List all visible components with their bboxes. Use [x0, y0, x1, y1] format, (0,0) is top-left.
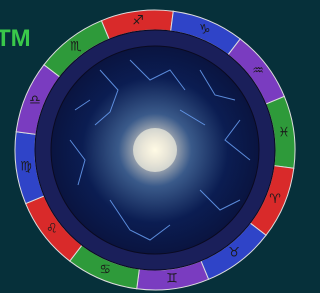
logo-text: TM	[0, 25, 31, 52]
zodiac-symbol: ♉	[228, 246, 240, 261]
zodiac-symbol: ♌	[46, 222, 58, 237]
zodiac-symbol: ♎	[29, 93, 41, 108]
zodiac-screen: TM ♐ ♑ ♒ ♓ ♈ ♉ ♊ ♋ ♌ ♍ ♎ ♏	[0, 0, 309, 293]
zodiac-symbol: ♊	[166, 271, 178, 286]
zodiac-symbol: ♒	[252, 63, 264, 78]
zodiac-symbol: ♋	[99, 263, 111, 278]
zodiac-symbol: ♏	[70, 39, 82, 54]
zodiac-symbol: ♍	[20, 159, 32, 174]
zodiac-symbol: ♓	[278, 126, 290, 141]
zodiac-symbol: ♐	[132, 14, 144, 29]
zodiac-symbol: ♈	[269, 192, 281, 207]
zodiac-symbol: ♑	[199, 22, 211, 37]
galaxy-core	[133, 128, 177, 172]
